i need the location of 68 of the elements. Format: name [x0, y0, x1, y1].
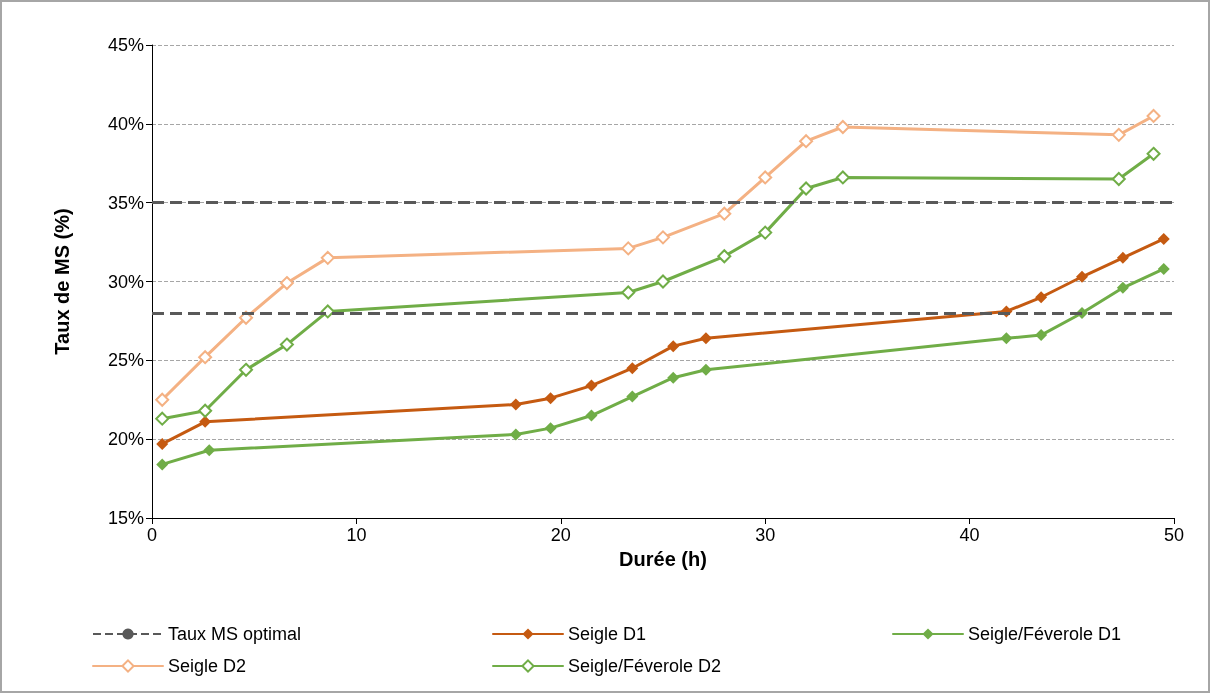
- point: [279, 276, 294, 291]
- legend-label: Seigle D1: [568, 624, 647, 644]
- point: [585, 379, 598, 392]
- point: [835, 170, 850, 185]
- point: [699, 363, 712, 376]
- point: [156, 437, 169, 450]
- point: [1146, 146, 1161, 161]
- point: [758, 170, 773, 185]
- x-tick-label: 10: [346, 525, 367, 545]
- point: [544, 422, 557, 435]
- y-tick-label: 25%: [107, 350, 144, 371]
- point: [239, 362, 254, 377]
- point: [1035, 291, 1048, 304]
- point: [155, 411, 170, 426]
- point: [155, 392, 170, 407]
- point: [279, 337, 294, 352]
- point: [203, 444, 216, 457]
- y-tick-label: 40%: [107, 113, 144, 134]
- x-tick-label: 0: [146, 525, 158, 545]
- x-tick-label: 20: [550, 525, 571, 545]
- y-tick-label: 15%: [107, 508, 144, 528]
- point: [1111, 172, 1126, 187]
- point: [156, 458, 169, 471]
- point: [1157, 232, 1170, 245]
- point: [1116, 251, 1129, 264]
- y-tick-label: 35%: [107, 192, 144, 213]
- legend-label: Seigle/Féverole D2: [568, 656, 722, 676]
- point: [198, 403, 213, 418]
- point: [621, 241, 636, 256]
- point: [799, 134, 814, 149]
- y-axis-title: Taux de MS (%): [51, 208, 73, 355]
- point: [835, 119, 850, 134]
- point: [699, 332, 712, 345]
- point: [544, 392, 557, 405]
- point: [585, 409, 598, 422]
- point: [667, 371, 680, 384]
- point: [320, 304, 335, 319]
- y-tick-label: 20%: [107, 429, 144, 450]
- point: [621, 285, 636, 300]
- legend-label: Seigle D2: [168, 656, 247, 676]
- legend-label: Seigle/Féverole D1: [968, 624, 1122, 644]
- point: [717, 249, 732, 264]
- point: [1000, 332, 1013, 345]
- point: [626, 390, 639, 403]
- point: [656, 274, 670, 289]
- point: [1111, 127, 1126, 142]
- point: [667, 340, 680, 353]
- point: [717, 206, 732, 221]
- x-axis-title: Durée (h): [619, 547, 707, 570]
- point: [1116, 281, 1129, 294]
- x-tick-label: 50: [1163, 525, 1185, 545]
- point: [320, 250, 335, 265]
- point: [198, 350, 213, 365]
- point: [509, 428, 522, 441]
- point: [656, 230, 670, 245]
- legend-label: Taux MS optimal: [168, 624, 302, 644]
- point: [1035, 329, 1048, 342]
- point: [1076, 270, 1089, 283]
- point: [758, 225, 773, 240]
- point: [1146, 108, 1161, 123]
- point: [799, 181, 814, 196]
- x-tick-label: 30: [755, 525, 776, 545]
- point: [626, 362, 639, 375]
- point: [509, 398, 522, 411]
- x-tick-label: 40: [959, 525, 980, 545]
- y-tick-label: 45%: [107, 35, 144, 55]
- point: [1157, 262, 1170, 275]
- y-tick-label: 30%: [107, 271, 144, 292]
